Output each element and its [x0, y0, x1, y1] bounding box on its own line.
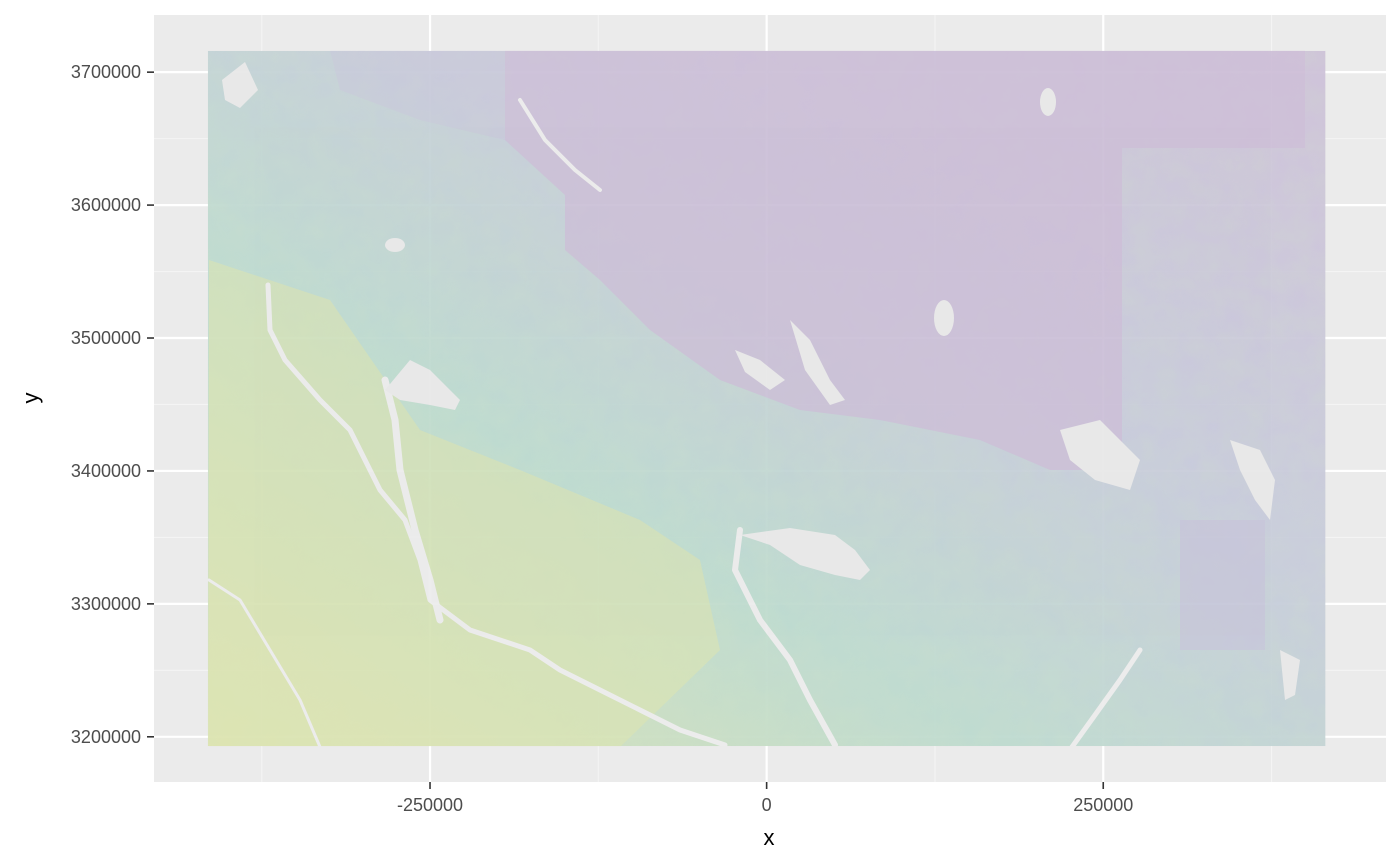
patch-southeast [1280, 650, 1300, 700]
raster-purple-region [505, 50, 1305, 470]
x-tick-label: -250000 [397, 795, 463, 815]
raster-yellow-region [209, 260, 720, 747]
y-axis: 3200000 3300000 3400000 3500000 3600000 37000… [71, 62, 154, 747]
lake-central [740, 528, 870, 580]
y-tick-label: 3500000 [71, 328, 141, 348]
patch-far-east [1230, 440, 1275, 520]
y-tick-label: 3600000 [71, 195, 141, 215]
raster-purple-tint-left [330, 50, 505, 140]
x-tick-label: 250000 [1073, 795, 1133, 815]
no-data-lakes [222, 62, 1300, 700]
river-west [265, 282, 728, 747]
y-tick-label: 3300000 [71, 594, 141, 614]
raster-layer [207, 50, 1326, 747]
stream-north [518, 98, 602, 192]
y-axis-title: y [18, 393, 43, 404]
lake-west [385, 360, 460, 410]
patch-mid [790, 320, 845, 405]
raster-purple-region-2 [1180, 520, 1265, 650]
river-southeast [1069, 647, 1143, 747]
lake-small-2 [385, 238, 405, 252]
x-tick-label: 0 [762, 795, 772, 815]
y-tick-label: 3700000 [71, 62, 141, 82]
x-axis-title: x [764, 825, 775, 850]
river-southwest [207, 578, 322, 747]
patch-east [1060, 420, 1140, 490]
patch-northwest [222, 62, 258, 108]
river-east [732, 527, 838, 747]
y-tick-label: 3400000 [71, 461, 141, 481]
y-tick-label: 3200000 [71, 727, 141, 747]
no-data-features [207, 98, 1143, 747]
lake-north [934, 300, 954, 336]
lake-small-1 [1040, 88, 1056, 116]
patch-central [735, 350, 785, 390]
river-central [381, 376, 444, 624]
x-axis: -250000 0 250000 [397, 782, 1133, 815]
